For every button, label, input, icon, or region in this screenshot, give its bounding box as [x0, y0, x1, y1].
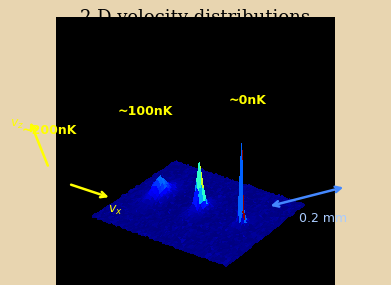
Text: $v_x$: $v_x$: [108, 204, 123, 217]
Text: $v_z$: $v_z$: [10, 117, 24, 131]
Text: 2 D velocity distributions: 2 D velocity distributions: [81, 9, 310, 27]
Text: ~200nK: ~200nK: [22, 124, 77, 137]
Text: ~100nK: ~100nK: [117, 105, 173, 119]
Text: 0.2 mm: 0.2 mm: [298, 212, 347, 225]
Text: ~0nK: ~0nK: [229, 94, 267, 107]
